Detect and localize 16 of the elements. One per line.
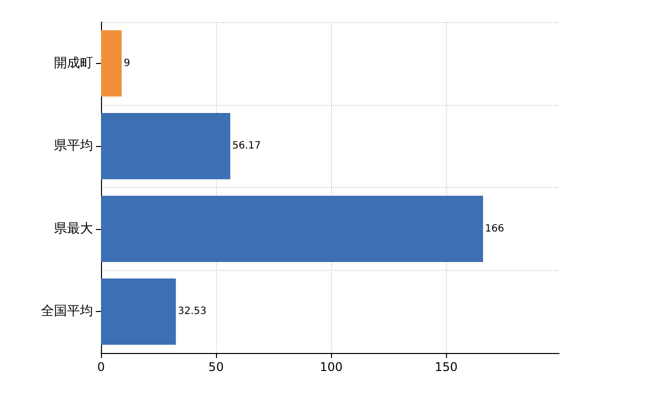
data-label: 9 xyxy=(124,58,130,69)
bar xyxy=(101,113,230,180)
x-tick-label: 0 xyxy=(97,360,105,374)
data-label: 32.53 xyxy=(178,306,207,318)
x-tick-label: 150 xyxy=(434,360,458,374)
y-tick-label: 県平均 xyxy=(54,138,93,154)
x-tick-label: 50 xyxy=(208,360,224,374)
y-tick-label: 開成町 xyxy=(54,56,93,71)
bar xyxy=(101,278,176,345)
y-tick-label: 全国平均 xyxy=(41,304,93,320)
bar xyxy=(101,196,484,262)
bar xyxy=(101,30,122,96)
y-tick-label: 県最大 xyxy=(54,221,93,236)
data-label: 56.17 xyxy=(232,140,261,152)
data-label: 166 xyxy=(485,223,504,234)
x-tick-label: 100 xyxy=(320,360,343,374)
